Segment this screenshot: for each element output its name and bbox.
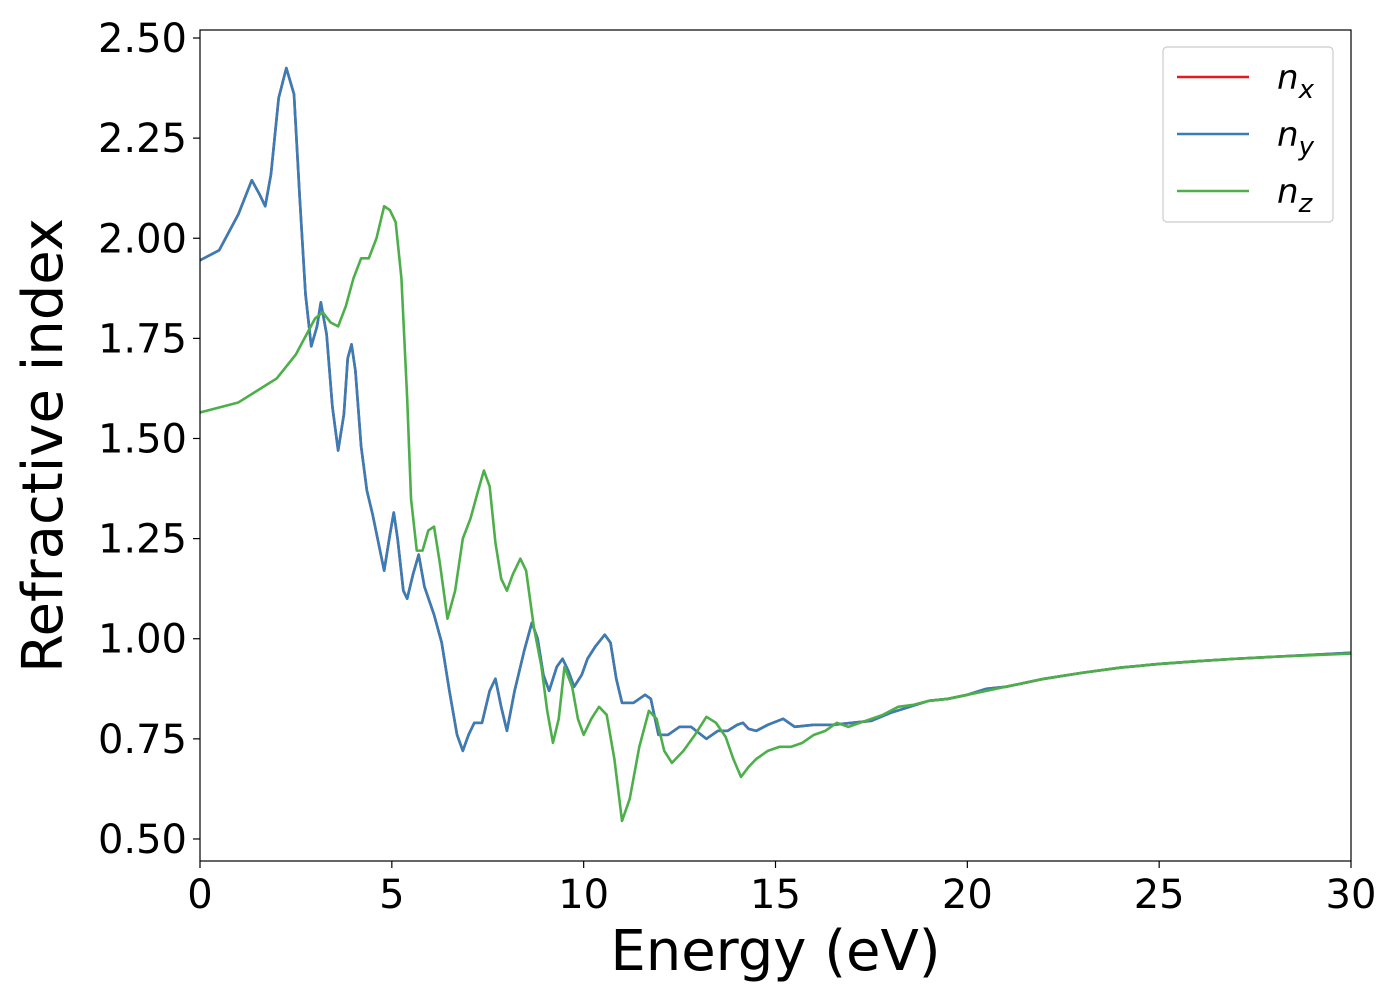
- series-layer: [200, 66, 1351, 823]
- legend-label-base: n: [1277, 58, 1299, 98]
- legend-label-subscript: x: [1298, 75, 1315, 105]
- y-tick-label: 1.00: [98, 617, 187, 663]
- legend-label-nz: nz: [1277, 172, 1314, 219]
- y-tick-label: 1.25: [98, 517, 187, 563]
- x-axis-title: Energy (eV): [610, 919, 940, 984]
- y-tick-label: 2.25: [98, 116, 187, 162]
- legend-label-nx: nx: [1277, 58, 1315, 105]
- legend-label-base: n: [1277, 115, 1299, 155]
- x-tick-label: 30: [1326, 872, 1377, 918]
- y-tick-label: 2.00: [98, 216, 187, 262]
- legend-label-ny: ny: [1277, 115, 1315, 162]
- x-tick-label: 15: [750, 872, 801, 918]
- y-tick-label: 1.75: [98, 316, 187, 362]
- ticks-layer: 0 5 10 15 20 25 30 0.50 0.75 1.00 1.25 1.50 1.75 2.00…: [98, 16, 1377, 918]
- legend-label-subscript: y: [1298, 132, 1315, 162]
- x-tick-label: 20: [942, 872, 993, 918]
- x-tick-label: 0: [187, 872, 212, 918]
- x-tick-label: 5: [379, 872, 404, 918]
- y-tick-label: 0.50: [98, 817, 187, 863]
- legend-label-base: n: [1277, 172, 1299, 212]
- x-tick-label: 10: [558, 872, 609, 918]
- y-tick-label: 2.50: [98, 16, 187, 62]
- x-tick-label: 25: [1134, 872, 1185, 918]
- series-line-n-z: [200, 204, 1351, 823]
- y-tick-label: 1.50: [98, 416, 187, 462]
- y-tick-label: 0.75: [98, 717, 187, 763]
- y-axis-title: Refractive index: [11, 218, 76, 673]
- legend-label-subscript: z: [1298, 189, 1314, 219]
